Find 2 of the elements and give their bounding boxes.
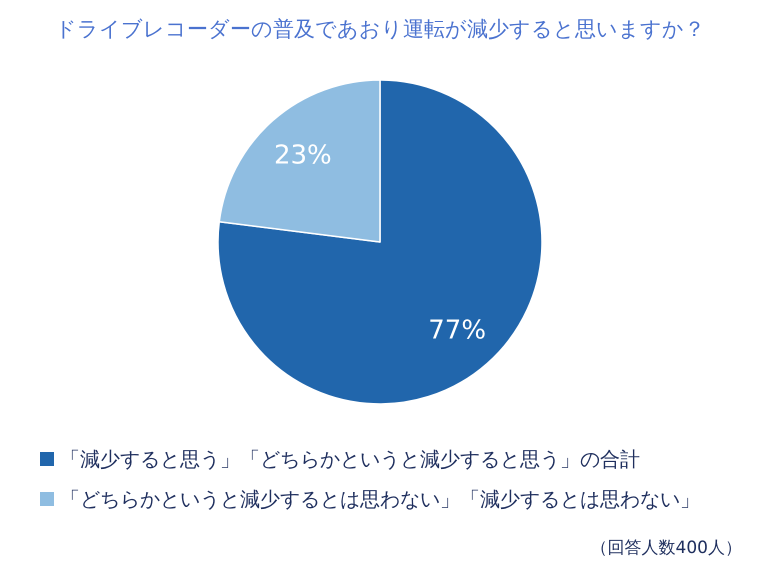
title: ドライブレコーダーの普及であおり運転が減少すると思いますか？ — [55, 17, 705, 41]
annotation: （回答人数400人） — [590, 538, 742, 558]
